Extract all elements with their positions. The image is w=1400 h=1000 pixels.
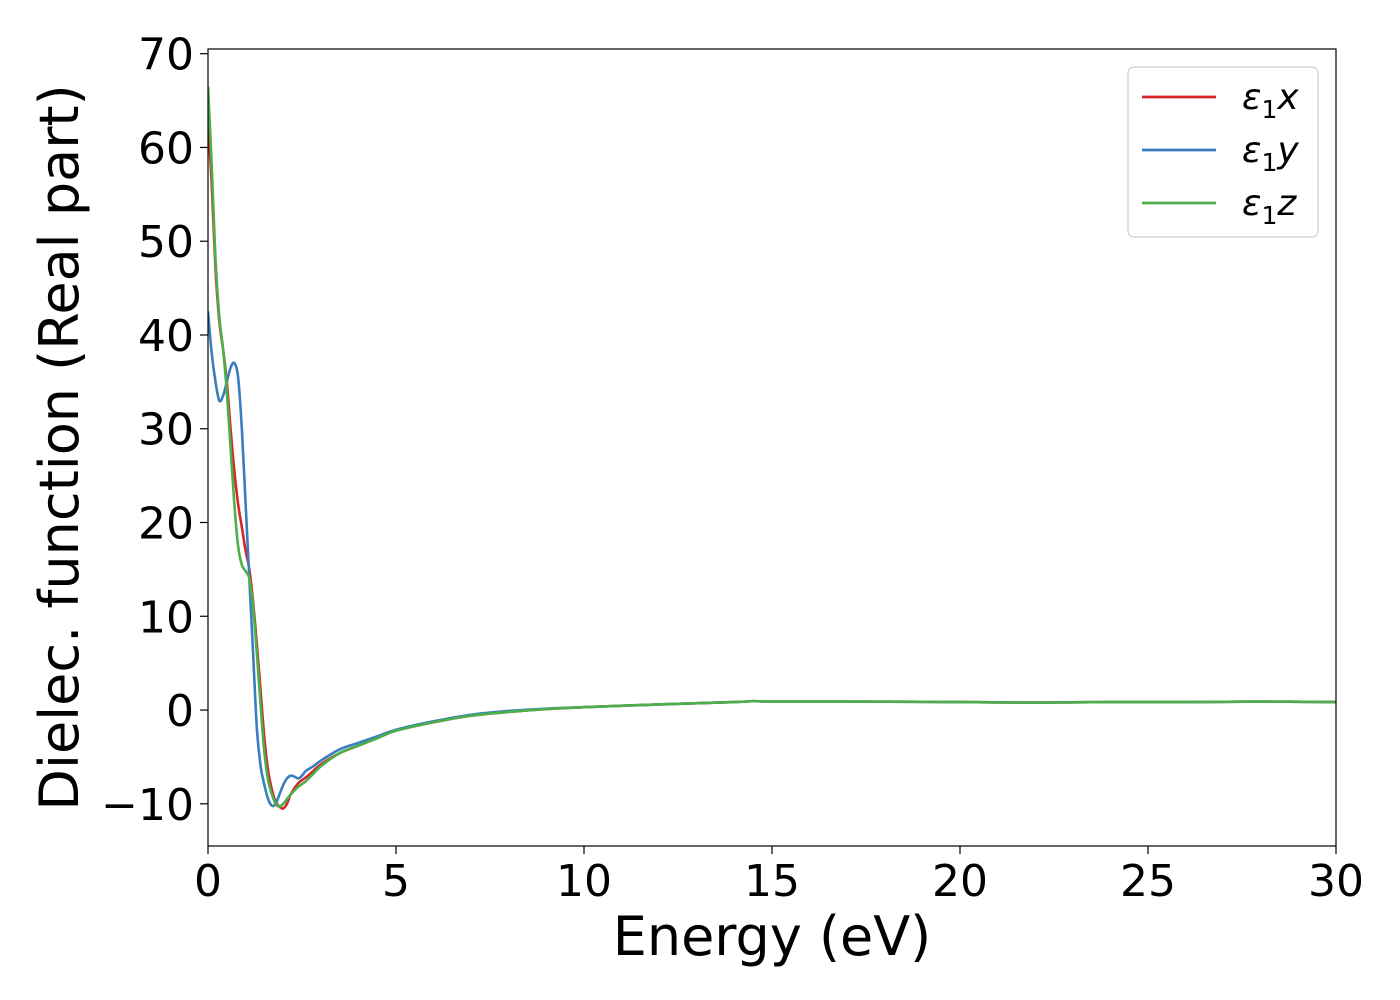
series-lines	[208, 86, 1336, 810]
x-tick-label: 20	[932, 856, 988, 907]
y-tick-label: 0	[166, 686, 194, 737]
x-tick-label: 0	[194, 856, 222, 907]
y-tick-label: 30	[138, 405, 194, 456]
y-tick-label: 60	[138, 123, 194, 174]
x-tick-label: 15	[744, 856, 800, 907]
x-axis-label: Energy (eV)	[613, 905, 932, 968]
legend-label-y: ε1y	[1242, 130, 1299, 177]
plot-area-frame	[207, 48, 1337, 847]
x-tick-label: 5	[382, 856, 410, 907]
legend-subscript: 1	[1261, 148, 1277, 177]
legend-label-x: ε1x	[1242, 77, 1299, 124]
legend-label-z: ε1z	[1242, 183, 1297, 230]
y-tick-label: 70	[138, 30, 194, 81]
legend-subscript: 1	[1261, 201, 1277, 230]
x-tick-label: 30	[1308, 856, 1364, 907]
y-axis-label: Dielec. function (Real part)	[28, 84, 91, 810]
legend-component: x	[1276, 77, 1299, 118]
y-tick-label: 20	[138, 499, 194, 550]
x-tick-label: 10	[556, 856, 612, 907]
y-tick-label: 10	[138, 592, 194, 643]
y-tick-label: 40	[138, 311, 194, 362]
y-axis-ticks: −10 0 10 20 30 40 50 60 70	[101, 30, 208, 831]
x-axis-ticks: 0 5 10 15 20 25 30	[194, 846, 1364, 907]
series-line-z	[208, 86, 1336, 808]
legend-symbol: ε	[1242, 130, 1261, 171]
legend-symbol: ε	[1242, 77, 1261, 118]
legend-component: z	[1276, 183, 1297, 224]
legend-subscript: 1	[1261, 95, 1277, 124]
y-tick-label: −10	[101, 780, 194, 831]
legend-symbol: ε	[1242, 183, 1261, 224]
legend-box	[1127, 66, 1319, 238]
x-tick-label: 25	[1120, 856, 1176, 907]
legend-component: y	[1276, 130, 1299, 171]
y-tick-label: 50	[138, 217, 194, 268]
